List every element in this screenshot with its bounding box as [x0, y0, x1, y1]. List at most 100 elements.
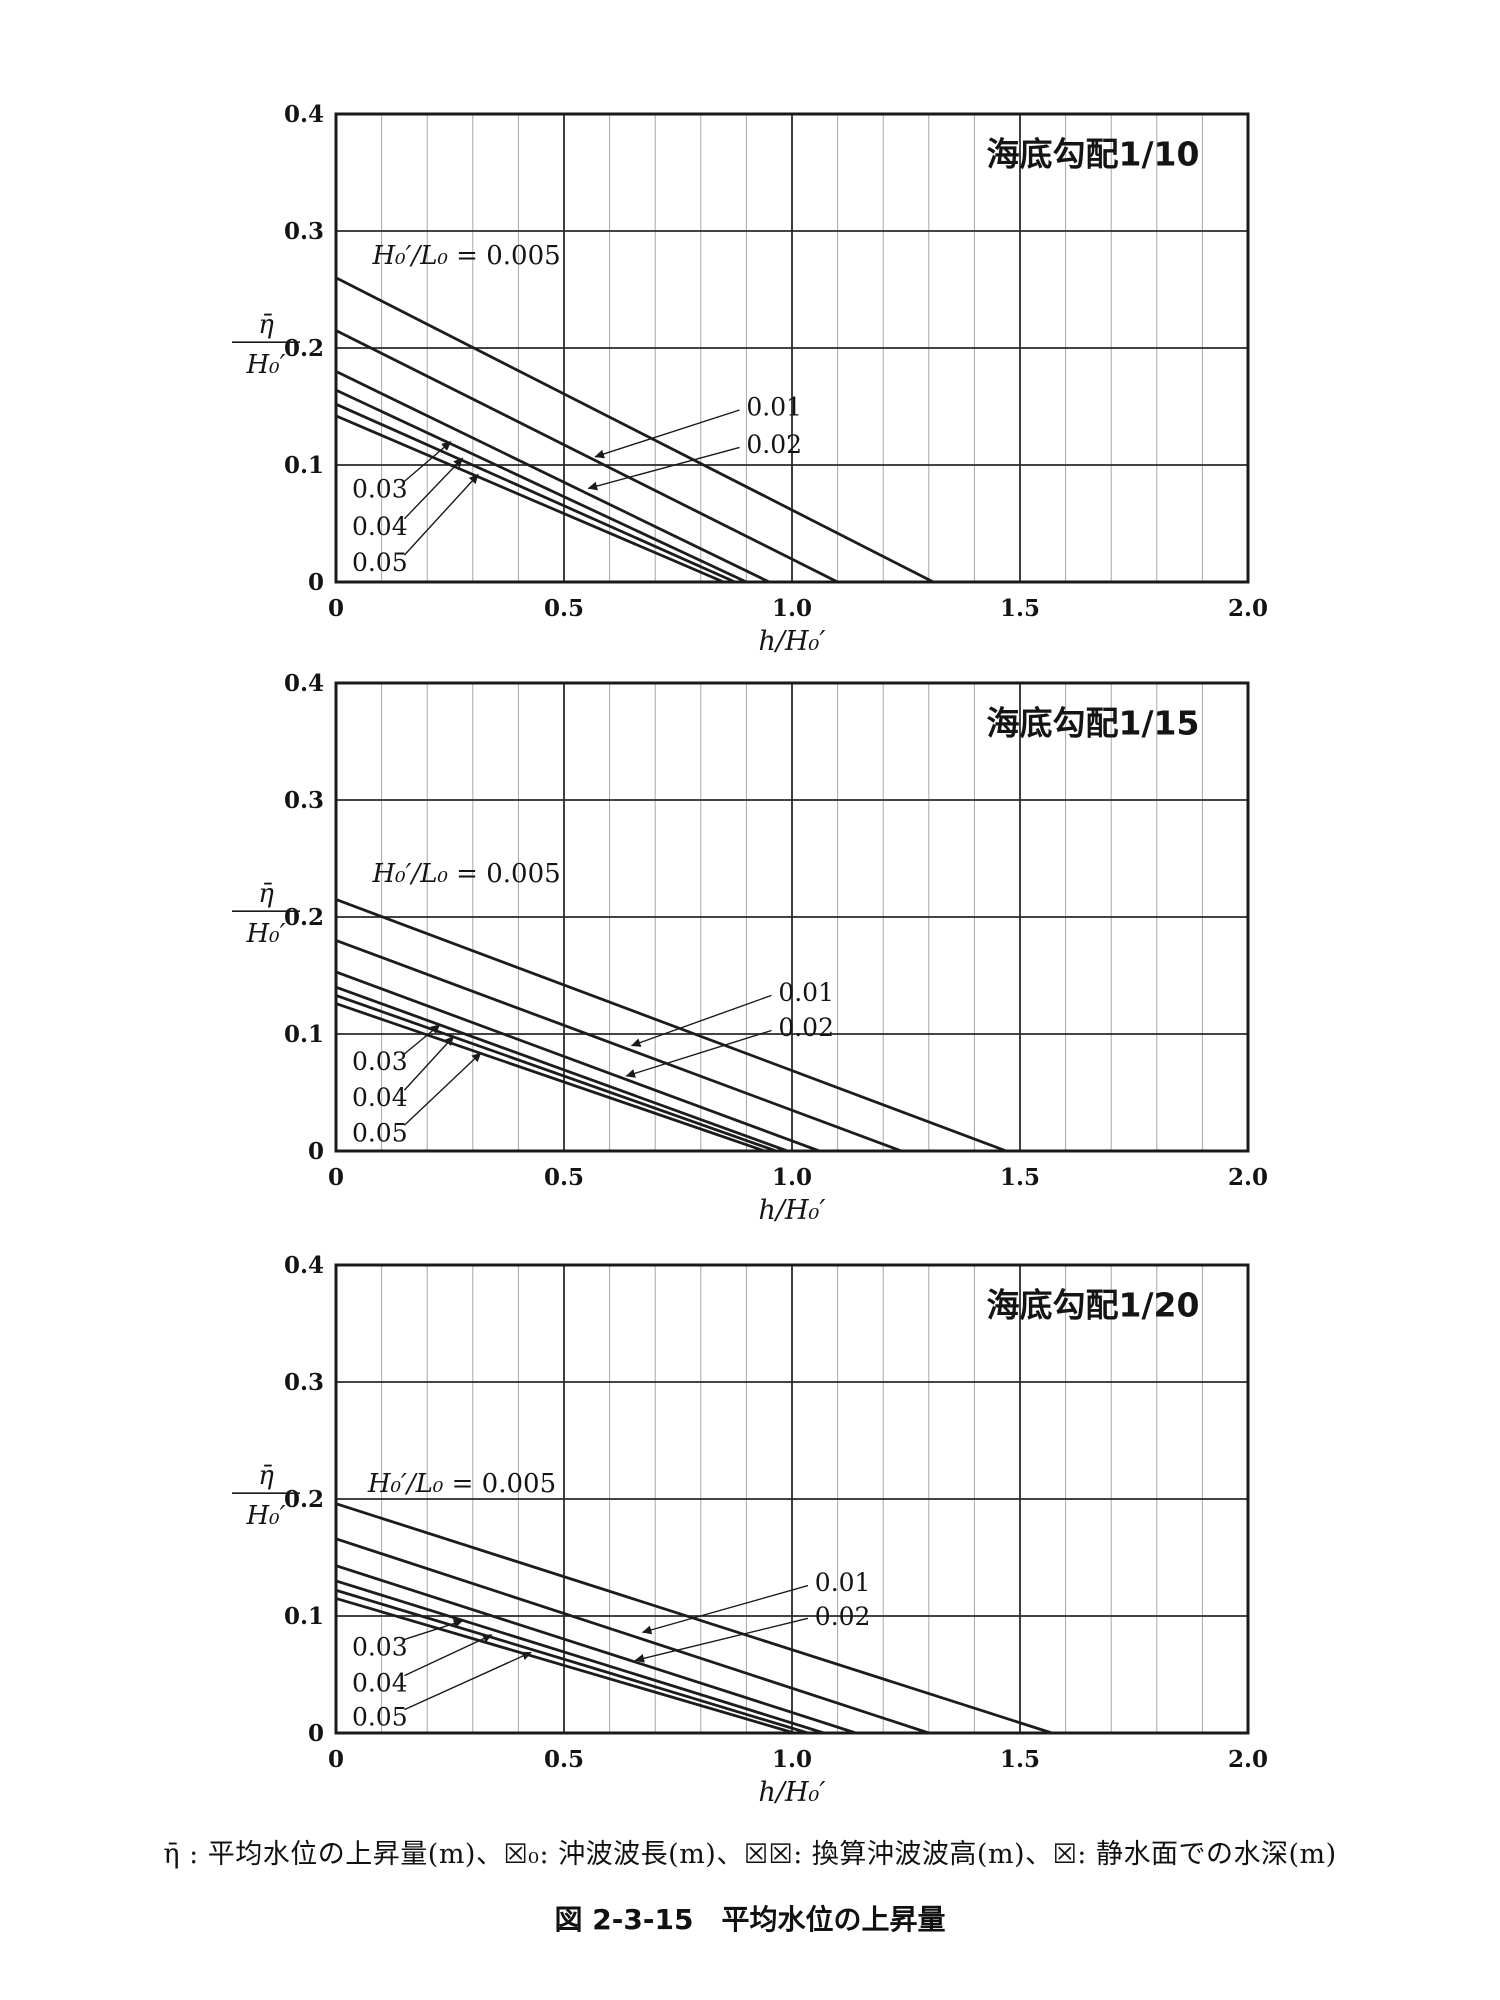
annotation-arrow-0.05: [404, 1651, 532, 1711]
eq-label-rest: = 0.005: [448, 241, 561, 271]
y-axis-fraction-denominator: H₀′: [246, 1501, 286, 1531]
annotation-arrow-0.02: [625, 1029, 772, 1078]
eq-label-rest: = 0.005: [443, 1469, 556, 1499]
y-axis-fraction-numerator: η̄: [258, 310, 274, 340]
y-tick-label-0.2: 0.2: [284, 904, 324, 931]
series-line-0.03: [335, 388, 747, 584]
figure-caption: 図 2-3-15 平均水位の上昇量: [0, 1898, 1500, 1938]
annotation-label-0.01: 0.01: [746, 393, 802, 422]
chart-slope-1-10: 0.01 0.02 0.03 0.04 0.05 H₀′/L₀ = 0.005 海底勾配1/…: [200, 84, 1300, 657]
y-tick-label-0.4: 0.4: [284, 670, 324, 697]
y-tick-label-0.1: 0.1: [284, 1603, 324, 1630]
y-tick-label-0.1: 0.1: [284, 1021, 324, 1048]
y-axis-fraction-denominator: H₀′: [246, 919, 286, 949]
y-axis-fraction-numerator: η̄: [258, 879, 274, 909]
annotation-arrow-0.03: [403, 441, 452, 482]
annotation-arrow-0.01: [641, 1584, 809, 1635]
eq-label: H₀′/L₀ = 0.005: [371, 241, 560, 271]
eq-label: H₀′/L₀ = 0.005: [367, 1469, 556, 1499]
series-line-0.01: [335, 939, 902, 1153]
y-tick-label-0.4: 0.4: [284, 1252, 324, 1279]
annotation-label-0.01: 0.01: [815, 1568, 871, 1597]
annotation-label-0.04: 0.04: [352, 1083, 408, 1112]
annotation-arrow-0.03: [404, 1619, 464, 1641]
chart-slope-1-15: 0.01 0.02 0.03 0.04 0.05 H₀′/L₀ = 0.005 海底勾配1/…: [200, 653, 1300, 1226]
chart-canvas-0: 0.01 0.02 0.03 0.04 0.05 H₀′/L₀ = 0.005 海底勾配1/…: [232, 101, 1268, 657]
annotation-label-0.05: 0.05: [352, 1118, 408, 1147]
chart-title: 海底勾配1/20: [986, 1285, 1199, 1324]
annotation-arrow-0.03: [403, 1024, 441, 1055]
x-tick-label-1.5: 1.5: [1000, 1164, 1040, 1191]
symbol-legend: η̄ : 平均水位の上昇量(m)、☒₀: 沖波波長(m)、☒☒: 換算沖波波高(…: [0, 1832, 1500, 1871]
series-line-0.05: [335, 1597, 795, 1735]
annotation-label-0.05: 0.05: [352, 548, 408, 577]
series-line-0.04: [335, 402, 736, 584]
x-tick-label-2.0: 2.0: [1228, 595, 1268, 622]
x-tick-label-0.5: 0.5: [544, 1164, 584, 1191]
annotation-label-0.02: 0.02: [746, 430, 802, 459]
annotation-arrow-0.01: [631, 994, 772, 1047]
annotation-arrow-0.02: [634, 1617, 809, 1663]
y-tick-label-0.3: 0.3: [284, 787, 324, 814]
x-axis-label: h/H₀′: [759, 1777, 826, 1808]
y-tick-label-0: 0: [308, 569, 324, 596]
x-tick-label-1.0: 1.0: [772, 595, 812, 622]
y-tick-label-0: 0: [308, 1138, 324, 1165]
series-line-0.05: [335, 1002, 766, 1153]
plot-frame: [334, 112, 1250, 584]
annotation-label-0.03: 0.03: [352, 1632, 408, 1661]
y-tick-label-0.2: 0.2: [284, 335, 324, 362]
y-tick-label-0.2: 0.2: [284, 1486, 324, 1513]
x-axis-label: h/H₀′: [759, 626, 826, 657]
chart-canvas-2: 0.01 0.02 0.03 0.04 0.05 H₀′/L₀ = 0.005 海底勾配1/…: [232, 1252, 1268, 1808]
series-line-0.02: [335, 370, 770, 584]
annotation-arrow-0.05: [403, 1052, 482, 1126]
series-line-0.03: [335, 1579, 825, 1735]
x-tick-label-0: 0: [328, 1746, 344, 1773]
x-tick-label-1.5: 1.5: [1000, 595, 1040, 622]
eq-label: H₀′/L₀ = 0.005: [371, 859, 560, 889]
y-axis-fraction-numerator: η̄: [258, 1461, 274, 1491]
symbol-legend-text: η̄ : 平均水位の上昇量(m)、☒₀: 沖波波長(m)、☒☒: 換算沖波波高(…: [163, 1839, 1337, 1870]
annotation-arrow-0.05: [403, 473, 479, 556]
chart-title: 海底勾配1/10: [986, 134, 1199, 173]
x-tick-label-1.0: 1.0: [772, 1746, 812, 1773]
annotation-label-0.03: 0.03: [352, 1047, 408, 1076]
series-line-0.05: [335, 414, 725, 584]
y-tick-label-0: 0: [308, 1720, 324, 1747]
annotation-label-0.04: 0.04: [352, 1669, 408, 1698]
eq-label-math: H₀′/L₀: [367, 1469, 444, 1499]
y-tick-label-0.3: 0.3: [284, 1369, 324, 1396]
y-tick-label-0.1: 0.1: [284, 452, 324, 479]
eq-label-rest: = 0.005: [448, 859, 561, 889]
x-tick-label-2.0: 2.0: [1228, 1746, 1268, 1773]
chart-title: 海底勾配1/15: [986, 703, 1199, 742]
series-line-0.01: [335, 329, 839, 584]
series-line-0.02: [335, 970, 820, 1153]
figure-caption-text: 図 2-3-15 平均水位の上昇量: [554, 1903, 946, 1936]
series-line-0.005: [335, 276, 934, 584]
series-line-0.03: [335, 985, 788, 1153]
x-axis-label: h/H₀′: [759, 1195, 826, 1226]
x-tick-label-0.5: 0.5: [544, 1746, 584, 1773]
annotation-label-0.05: 0.05: [352, 1703, 408, 1732]
annotation-arrow-0.01: [594, 409, 740, 459]
y-axis-fraction-denominator: H₀′: [246, 350, 286, 380]
x-tick-label-2.0: 2.0: [1228, 1164, 1268, 1191]
annotation-arrow-0.04: [403, 457, 464, 520]
annotation-label-0.04: 0.04: [352, 512, 408, 541]
plot-frame: [334, 681, 1250, 1153]
annotation-label-0.01: 0.01: [778, 978, 834, 1007]
annotation-arrow-0.02: [587, 446, 740, 491]
x-tick-label-1.0: 1.0: [772, 1164, 812, 1191]
chart-slope-1-20: 0.01 0.02 0.03 0.04 0.05 H₀′/L₀ = 0.005 海底勾配1/…: [200, 1235, 1300, 1808]
chart-canvas-1: 0.01 0.02 0.03 0.04 0.05 H₀′/L₀ = 0.005 海底勾配1/…: [232, 670, 1268, 1226]
series-line-0.02: [335, 1564, 857, 1735]
annotation-label-0.02: 0.02: [815, 1602, 871, 1631]
x-tick-label-0: 0: [328, 1164, 344, 1191]
x-tick-label-0.5: 0.5: [544, 595, 584, 622]
x-tick-label-0: 0: [328, 595, 344, 622]
eq-label-math: H₀′/L₀: [371, 859, 448, 889]
series-line-0.005: [335, 898, 1007, 1153]
annotation-label-0.03: 0.03: [352, 474, 408, 503]
